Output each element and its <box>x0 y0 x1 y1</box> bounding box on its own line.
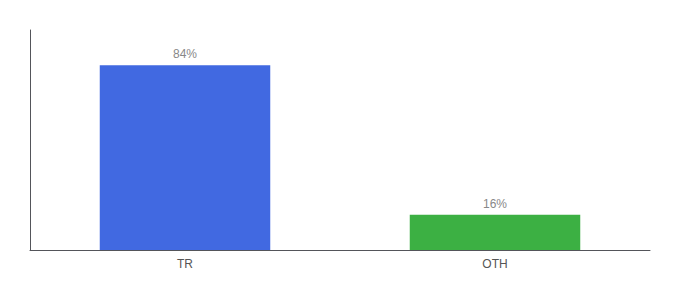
svg-text:16%: 16% <box>483 197 507 211</box>
svg-text:84%: 84% <box>173 47 197 61</box>
svg-text:OTH: OTH <box>482 257 507 271</box>
svg-text:TR: TR <box>177 257 193 271</box>
